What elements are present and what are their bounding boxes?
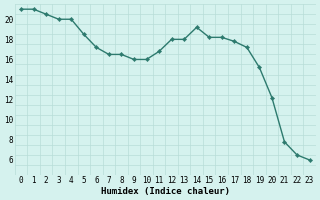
X-axis label: Humidex (Indice chaleur): Humidex (Indice chaleur) — [101, 187, 230, 196]
